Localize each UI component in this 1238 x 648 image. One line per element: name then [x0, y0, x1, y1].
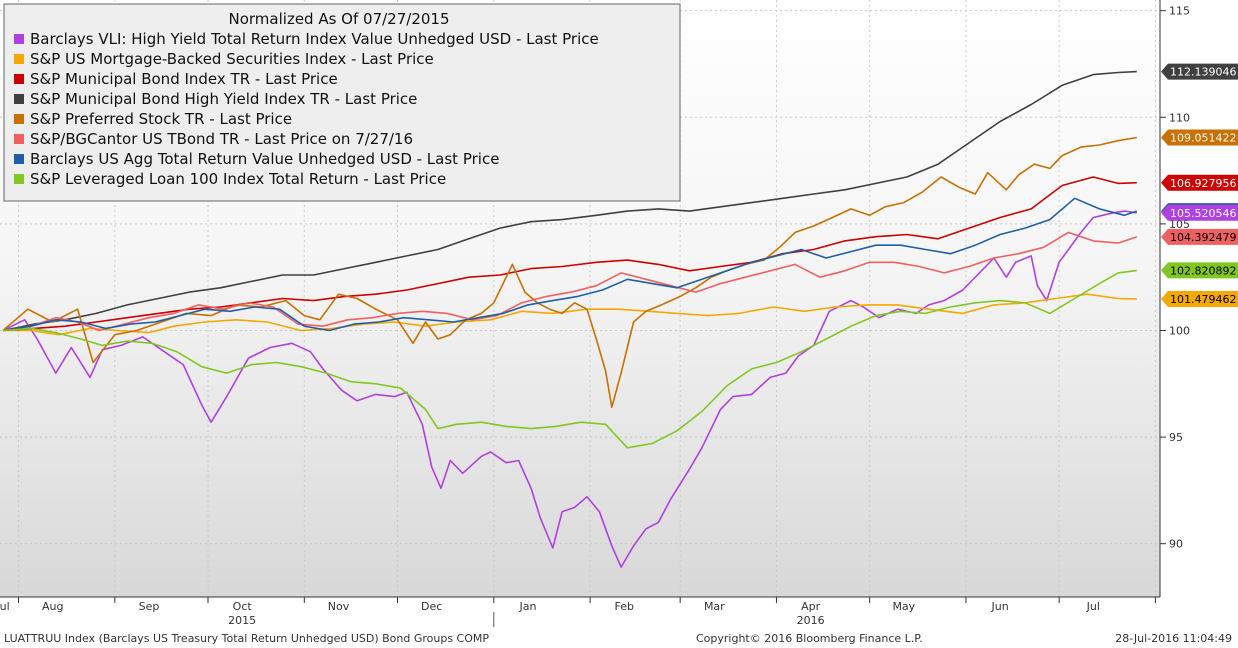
legend-swatch — [14, 154, 24, 164]
legend-swatch — [14, 114, 24, 124]
legend-swatch — [14, 174, 24, 184]
y-tick-label: 105 — [1169, 218, 1190, 231]
last-price-tag: 102.820892 — [1161, 262, 1238, 279]
series-line — [3, 293, 1137, 336]
x-tick-label: Sep — [139, 600, 160, 613]
y-tick-label: 115 — [1169, 5, 1190, 18]
last-price-tag-bg — [1161, 228, 1238, 245]
x-tick-label: May — [892, 600, 915, 613]
last-price-tag: 104.392479 — [1161, 228, 1238, 245]
x-tick-label: Apr — [801, 600, 821, 613]
last-price-tag: 109.051422 — [1161, 129, 1238, 146]
y-tick-label: 95 — [1169, 431, 1183, 444]
x-tick-label: Dec — [421, 600, 442, 613]
x-tick-label: Jul — [1086, 600, 1100, 613]
x-tick-label: Nov — [328, 600, 350, 613]
last-price-label: 112.139046 — [1170, 66, 1236, 79]
footer-timestamp: 28-Jul-2016 11:04:49 — [1115, 632, 1232, 645]
last-price-tag: 105.520546 — [1161, 204, 1238, 221]
series-line — [2, 269, 1137, 449]
last-price-tag-bg — [1161, 204, 1238, 221]
series-line — [2, 231, 1138, 332]
x-year-label: 2015 — [228, 614, 256, 627]
last-price-label: 104.392479 — [1170, 231, 1236, 244]
legend-entry: S&P/BGCantor US TBond TR - Last Price on… — [30, 130, 413, 148]
last-price-label: 101.479462 — [1170, 293, 1236, 306]
last-price-tag-bg — [1161, 174, 1238, 191]
x-tick-label: Aug — [42, 600, 63, 613]
x-tick-label: Jan — [518, 600, 536, 613]
x-tick-label: Mar — [704, 600, 725, 613]
last-price-tag-bg — [1161, 129, 1238, 146]
footer-security-description: LUATTRUU Index (Barclays US Treasury Tot… — [4, 632, 490, 645]
legend-entry: S&P Municipal Bond Index TR - Last Price — [30, 70, 338, 88]
legend-entry: S&P Leveraged Loan 100 Index Total Retur… — [30, 170, 446, 188]
y-tick-label: 100 — [1169, 324, 1190, 337]
legend-swatch — [14, 34, 24, 44]
legend-title: Normalized As Of 07/27/2015 — [229, 10, 450, 28]
series-line — [2, 176, 1137, 332]
legend-entry: Barclays US Agg Total Return Value Unhed… — [30, 150, 499, 168]
last-price-tag-bg — [1161, 290, 1238, 307]
legend-swatch — [14, 54, 24, 64]
legend-entry: S&P Preferred Stock TR - Last Price — [30, 110, 292, 128]
x-tick-label: Jun — [991, 600, 1009, 613]
x-tick-label: Oct — [233, 600, 253, 613]
series-line — [2, 136, 1137, 408]
series-line — [2, 197, 1138, 332]
footer-copyright: Copyright© 2016 Bloomberg Finance L.P. — [696, 632, 923, 645]
legend-entry: Barclays VLI: High Yield Total Return In… — [30, 30, 599, 48]
last-price-tag: 101.479462 — [1161, 290, 1238, 307]
last-price-tag-bg — [1161, 63, 1238, 80]
last-price-tag: 106.927956 — [1161, 174, 1238, 191]
y-tick-label: 110 — [1169, 111, 1190, 124]
series-line — [2, 70, 1137, 332]
last-price-label: 102.820892 — [1170, 264, 1236, 277]
x-tick-label: Feb — [615, 600, 634, 613]
last-price-label: 106.927956 — [1170, 177, 1236, 190]
last-price-label: 105.520546 — [1170, 207, 1236, 220]
legend-swatch — [14, 74, 24, 84]
legend-entry: S&P US Mortgage-Backed Securities Index … — [30, 50, 434, 68]
y-tick-label: 90 — [1169, 538, 1183, 551]
legend-swatch — [14, 94, 24, 104]
legend-entry: S&P Municipal Bond High Yield Index TR -… — [30, 90, 417, 108]
last-price-label: 109.051422 — [1170, 131, 1236, 144]
last-price-tag-bg — [1161, 262, 1238, 279]
legend-box — [3, 3, 681, 202]
x-tick-label: Jul — [0, 600, 10, 613]
series-line — [2, 210, 1137, 568]
legend-swatch — [14, 134, 24, 144]
x-year-label: 2016 — [797, 614, 825, 627]
last-price-tag: 112.139046 — [1161, 63, 1238, 80]
